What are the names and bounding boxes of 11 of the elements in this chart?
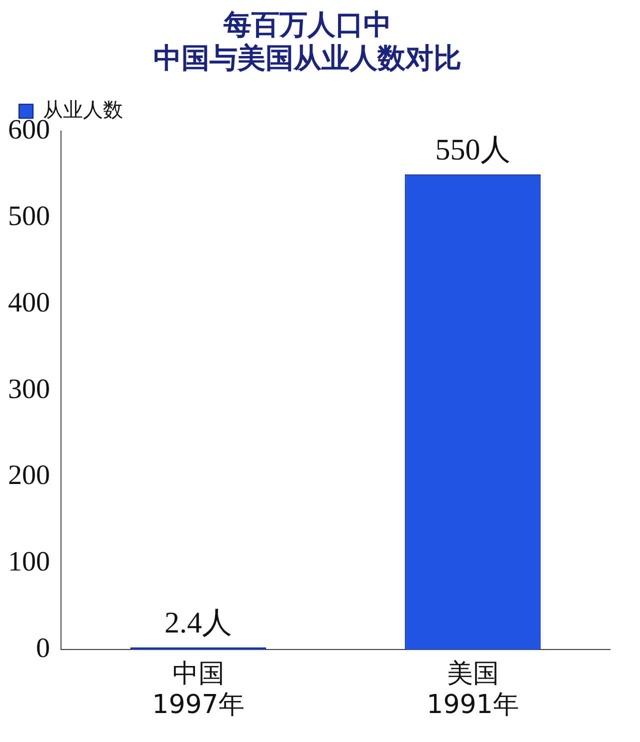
x-tick-label: 美国 1991年	[426, 658, 519, 720]
x-tick-label: 中国 1997年	[152, 658, 244, 720]
y-tick-label: 0	[36, 632, 50, 664]
chart-title: 每百万人口中中国与美国从业人数对比	[154, 8, 462, 75]
y-tick-label: 400	[8, 287, 50, 318]
data-label: 2.4人	[164, 606, 232, 640]
data-label: 550人	[435, 133, 510, 166]
y-tick-label: 500	[8, 200, 50, 232]
y-tick-label: 200	[8, 460, 50, 492]
y-tick-label: 300	[8, 374, 50, 405]
y-tick-label: 100	[8, 546, 50, 578]
